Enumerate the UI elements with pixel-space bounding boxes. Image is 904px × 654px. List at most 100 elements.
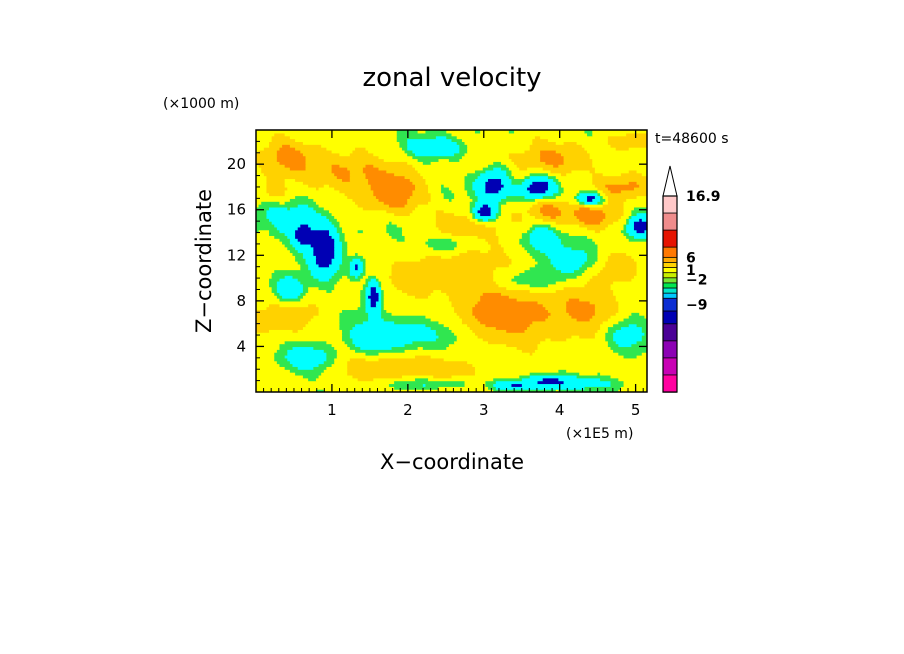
- contour-cell: [576, 141, 609, 145]
- contour-cell: [456, 243, 492, 248]
- contour-cell: [501, 204, 533, 208]
- contour-cell: [529, 323, 601, 328]
- contour-cell: [623, 317, 647, 322]
- contour-cell: [256, 303, 270, 308]
- contour-cell: [605, 335, 614, 339]
- contour-cell: [404, 235, 479, 239]
- contour-cell: [600, 377, 619, 382]
- contour-cell: [256, 283, 270, 288]
- contour-cell: [365, 352, 380, 356]
- contour-cell: [542, 377, 559, 382]
- contour-cell: [566, 309, 596, 313]
- contour-cell: [381, 312, 393, 316]
- contour-cell: [615, 312, 632, 316]
- contour-cell: [375, 275, 390, 279]
- contour-cell: [422, 346, 447, 350]
- contour-cell: [328, 209, 387, 214]
- contour-cell: [401, 232, 453, 236]
- contour-cell: [300, 241, 335, 245]
- contour-cell: [487, 241, 500, 245]
- contour-cell: [534, 246, 572, 251]
- contour-cell: [349, 266, 356, 271]
- contour-cell: [300, 223, 309, 228]
- contour-cell: [360, 298, 367, 302]
- contour-cell: [600, 269, 638, 273]
- contour-cell: [305, 323, 341, 328]
- contour-cell: [258, 204, 299, 208]
- contour-cell: [555, 266, 580, 271]
- contour-cell: [339, 323, 356, 328]
- contour-cell: [256, 369, 291, 373]
- contour-cell: [362, 275, 369, 279]
- contour-cell: [527, 186, 549, 191]
- contour-cell: [370, 289, 377, 293]
- contour-cell: [378, 155, 413, 160]
- contour-cell: [407, 138, 453, 142]
- colorbar-swatch: [662, 287, 678, 294]
- contour-cell: [331, 261, 343, 265]
- contour-cell: [430, 354, 625, 359]
- contour-cell: [430, 317, 463, 322]
- contour-cell: [644, 229, 647, 234]
- contour-cell: [256, 223, 275, 228]
- contour-cell: [269, 280, 278, 285]
- contour-cell: [511, 278, 567, 282]
- contour-cell: [391, 221, 437, 225]
- contour-cell: [256, 298, 281, 302]
- contour-cell: [383, 306, 455, 311]
- contour-cell: [362, 229, 387, 234]
- contour-cell: [394, 320, 440, 325]
- contour-cell: [368, 181, 413, 185]
- contour-cell: [547, 175, 557, 180]
- contour-cell: [487, 218, 497, 222]
- contour-cell: [381, 292, 385, 296]
- contour-cell: [365, 306, 382, 311]
- contour-cell: [428, 238, 453, 242]
- contour-cell: [626, 198, 647, 202]
- contour-cell: [584, 261, 596, 265]
- contour-cell: [597, 329, 609, 333]
- contour-cell: [594, 229, 601, 234]
- contour-cell: [321, 372, 348, 376]
- contour-cell: [269, 192, 286, 197]
- contour-cell: [542, 218, 580, 222]
- contour-cell: [558, 184, 562, 188]
- contour-cell: [584, 147, 617, 151]
- contour-cell: [365, 175, 406, 180]
- contour-cell: [256, 337, 343, 342]
- contour-cell: [529, 184, 549, 188]
- contour-cell: [297, 238, 335, 242]
- contour-cell: [308, 320, 341, 325]
- contour-cell: [365, 289, 372, 293]
- contour-cell: [276, 280, 301, 285]
- contour-cell: [357, 377, 374, 382]
- contour-cell: [506, 169, 513, 174]
- contour-cell: [308, 195, 348, 199]
- contour-cell: [349, 272, 361, 276]
- contour-cell: [631, 312, 640, 316]
- contour-cell: [469, 206, 473, 211]
- contour-cell: [289, 206, 314, 211]
- contour-cell: [295, 178, 343, 182]
- contour-cell: [331, 258, 343, 262]
- colorbar-swatch: [662, 277, 678, 284]
- contour-cell: [256, 386, 395, 390]
- contour-cell: [428, 186, 442, 191]
- contour-cell: [613, 221, 627, 225]
- contour-cell: [266, 175, 338, 180]
- contour-cell: [610, 374, 647, 379]
- contour-cell: [542, 212, 562, 217]
- contour-cell: [480, 130, 510, 134]
- contour-cell: [261, 167, 291, 171]
- contour-cell: [542, 204, 554, 208]
- contour-cell: [631, 209, 647, 214]
- contour-cell: [482, 337, 546, 342]
- contour-cell: [545, 306, 567, 311]
- contour-cell: [289, 360, 325, 365]
- contour-cell: [422, 175, 466, 180]
- contour-cell: [347, 195, 377, 199]
- contour-cell: [435, 135, 447, 140]
- contour-cell: [430, 161, 494, 165]
- contour-cell: [342, 335, 351, 339]
- contour-cell: [623, 206, 635, 211]
